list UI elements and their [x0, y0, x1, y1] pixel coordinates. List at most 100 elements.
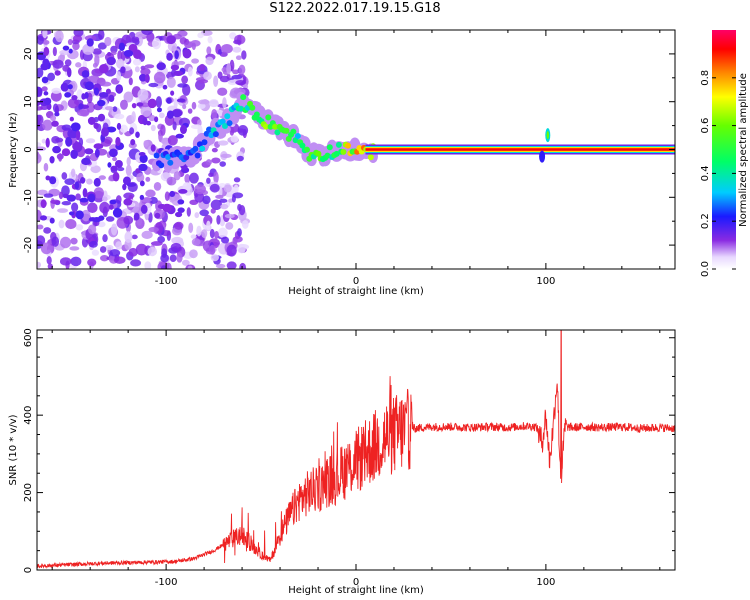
spectrum-noise-blob [166, 176, 177, 186]
x-tick-label: 0 [353, 276, 359, 287]
spectrum-noise-blob [90, 165, 101, 174]
spectrum-noise-blob [232, 69, 239, 75]
spectrum-noise-blob [172, 109, 183, 118]
spectrum-noise-blob [60, 236, 72, 249]
spectrum-noise-blob [68, 48, 73, 54]
spectrum-noise-blob [61, 185, 70, 197]
spectrum-noise-blob [148, 82, 159, 88]
y-tick-label: 600 [23, 328, 34, 347]
spectrum-noise-blob [112, 171, 120, 182]
spectrum-core [199, 145, 206, 152]
spectrum-noise-blob [59, 49, 71, 56]
spectrum-core [192, 145, 199, 152]
spectrum-core [219, 118, 226, 125]
colorbar-tick-label: 0.8 [700, 70, 711, 86]
spectrum-noise-blob [179, 125, 187, 135]
spectrum-noise-blob [92, 62, 98, 68]
spectrum-noise-blob [109, 199, 117, 205]
spectrum-noise-blob [112, 156, 118, 162]
spectrum-noise-blob [160, 253, 169, 263]
spectrum-noise-blob [191, 238, 201, 246]
snr-panel: -100 0 100 0 200 400 600 Height of straight li… [8, 328, 676, 596]
spectrum-noise-blob [93, 87, 100, 96]
spectrum-noise-blob [101, 127, 109, 137]
spectrum-noise-blob [105, 88, 111, 95]
spectrum-noise-blob [241, 219, 249, 229]
spectrum-noise-blob [157, 236, 166, 243]
spectrum-noise-blob [189, 249, 198, 259]
spectrum-core [304, 146, 311, 153]
spectrum-core [194, 152, 201, 159]
spectrum-noise-blob [116, 122, 122, 130]
spectrum-noise-blob [46, 256, 52, 265]
spectrum-noise-blob [116, 166, 125, 172]
spectrum-noise-blob [160, 124, 166, 136]
spectrum-noise-blob [149, 196, 158, 204]
spectrum-core [335, 141, 342, 148]
colorbar-tick-label: 0.6 [700, 118, 711, 134]
spectrum-noise-blob [99, 201, 110, 214]
spectrum-noise-blob [145, 176, 151, 182]
spectrum-noise-blob [43, 46, 50, 56]
spectrum-noise-blob [194, 212, 200, 219]
spectrum-noise-blob [125, 164, 132, 177]
spectrum-noise-blob [61, 201, 72, 206]
spectrum-noise-blob [128, 247, 138, 257]
spectrum-halo [219, 124, 231, 135]
spectrum-noise-blob [41, 138, 46, 144]
spectrum-noise-blob [239, 262, 247, 269]
spectrum-noise-blob [173, 97, 178, 110]
spectrum-noise-blob [71, 202, 79, 212]
spectrum-noise-blob [197, 32, 204, 39]
spectrum-noise-blob [177, 83, 188, 88]
spectrum-noise-blob [141, 230, 153, 239]
spectrum-noise-blob [235, 79, 247, 86]
spectrum-noise-blob [199, 63, 206, 72]
spectrum-noise-blob [51, 120, 59, 127]
spectrum-noise-blob [89, 240, 98, 248]
spectrum-core [274, 129, 281, 136]
spectrum-noise-blob [58, 219, 65, 229]
spectrum-noise-blob [43, 97, 52, 106]
spectrum-noise-blob [73, 30, 84, 37]
spectrum-core [153, 152, 160, 159]
spectrum-noise-blob [75, 130, 81, 141]
spectrum-noise-blob [206, 220, 211, 231]
x-tick-label: 100 [536, 276, 555, 287]
spectrum-noise-blob [108, 94, 115, 103]
spectrum-noise-blob [182, 48, 192, 59]
spectrum-noise-blob [64, 178, 75, 185]
spectrum-noise-blob [187, 66, 193, 77]
y-tick-label: 400 [23, 406, 34, 425]
spectrum-noise-blob [217, 227, 228, 238]
spectrum-core [272, 123, 279, 130]
spectrum-core [340, 148, 347, 155]
spectrum-noise-blob [177, 199, 185, 205]
spectrum-noise-blob [206, 177, 211, 184]
spectrum-core [206, 126, 213, 133]
y-tick-label: 200 [23, 483, 34, 502]
spectrum-noise-blob [43, 227, 52, 234]
spectrum-noise-blob [52, 145, 61, 154]
spectrum-noise-blob [177, 60, 186, 65]
spectrum-noise-blob [144, 74, 150, 83]
spectrum-noise-blob [86, 38, 94, 47]
spectrum-noise-blob [194, 184, 206, 195]
spectrum-noise-blob [181, 75, 189, 84]
snr-ticks: -100 0 100 0 200 400 600 [23, 328, 675, 588]
colorbar-gradient [712, 30, 736, 269]
spectrum-noise-blob [41, 86, 48, 92]
snr-series-line [37, 330, 675, 569]
spectrum-noise-blob [136, 172, 145, 183]
spectrum-noise-blob [97, 221, 106, 228]
spectrum-core [283, 127, 290, 134]
spectrum-noise-blob [210, 199, 223, 211]
spectrum-core [326, 144, 333, 151]
spectrum-noise-blob [198, 99, 210, 105]
spectrum-core [253, 111, 260, 118]
spectrum-noise-blob [166, 52, 173, 61]
spectrum-noise-blob [40, 242, 53, 255]
spectrum-noise-blob [224, 213, 235, 219]
spectrum-noise-blob [176, 98, 186, 103]
